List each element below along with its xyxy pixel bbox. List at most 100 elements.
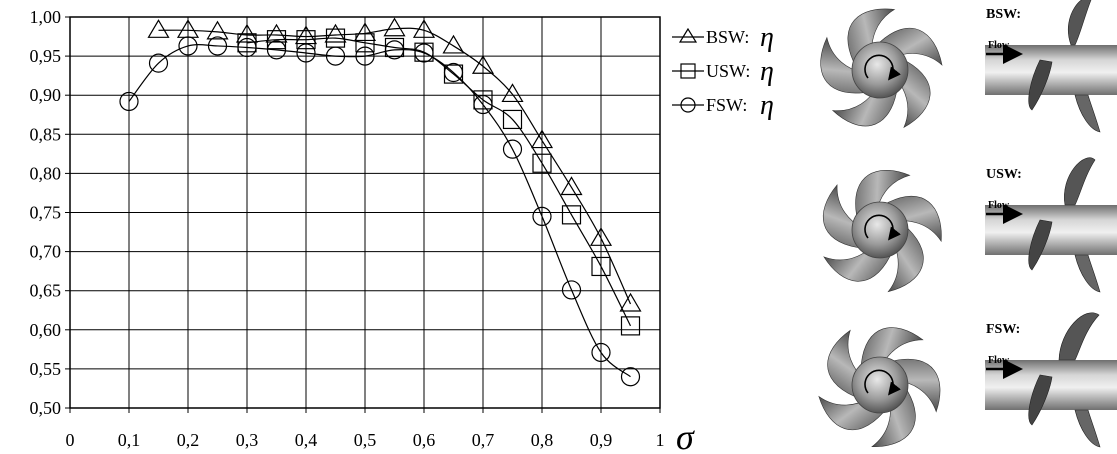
x-axis-label: σ (676, 417, 695, 454)
rotation-arrow-icon (864, 54, 901, 81)
propeller-panel-3: FSW: Flow (818, 312, 1117, 448)
x-tick-label: 0 (66, 430, 75, 450)
x-tick-label: 0,3 (236, 430, 259, 450)
data-point-circle (414, 43, 434, 63)
legend-eta-symbol: η (760, 22, 774, 53)
data-point-square (532, 153, 552, 173)
y-tick-label: 0,60 (30, 320, 62, 340)
x-tick-label: 0,7 (472, 430, 495, 450)
legend-label: FSW: (706, 95, 747, 115)
data-point-square (355, 33, 375, 53)
data-point-square (561, 205, 582, 225)
data-point-circle (296, 43, 316, 63)
data-point-circle (355, 46, 375, 66)
propeller-panel-2: USW: Flow (823, 157, 1117, 293)
data-point-circle (473, 94, 493, 115)
shaft (985, 360, 1117, 410)
data-point-square (591, 256, 611, 277)
propeller-hub (851, 356, 909, 414)
y-tick-label: 0,80 (30, 163, 62, 183)
rotation-arrow-icon (864, 214, 901, 241)
data-point-square (266, 30, 287, 50)
data-point-square (620, 316, 641, 336)
propeller-hub (851, 41, 909, 99)
legend-eta-symbol: η (760, 90, 774, 121)
data-point-triangle (442, 34, 465, 54)
rotation-arrow-icon (864, 369, 901, 396)
data-point-triangle (353, 22, 377, 42)
data-point-triangle (147, 19, 170, 38)
y-tick-label: 0,75 (30, 203, 62, 223)
legend-label: BSW: (706, 27, 749, 47)
propeller-panel-1: BSW: Flow (820, 0, 1117, 133)
data-point-triangle (206, 20, 229, 40)
x-tick-label: 0,4 (295, 430, 318, 450)
propeller-illustrations: BSW: Flow USW: Flow FSW: Flow (818, 0, 1117, 448)
blade-section-middle (1028, 374, 1053, 426)
blade-section-middle (1028, 59, 1053, 111)
flow-label: Flow (988, 200, 1010, 211)
data-point-circle (443, 62, 464, 83)
series-line-square (246, 37, 632, 327)
data-point-triangle (265, 23, 288, 43)
data-point-circle (591, 342, 611, 363)
x-tick-label: 0,8 (531, 430, 554, 450)
data-point-circle (237, 37, 257, 58)
flow-label: Flow (988, 355, 1010, 366)
data-point-square (502, 109, 523, 130)
legend-marker-circle (680, 97, 696, 113)
y-tick-label: 0,65 (30, 281, 62, 301)
data-point-circle (148, 53, 169, 73)
legend-marker-square (680, 63, 696, 79)
data-point-circle (178, 36, 198, 56)
shaft (985, 205, 1117, 255)
flow-label: Flow (988, 40, 1010, 51)
x-tick-label: 0,5 (354, 430, 377, 450)
legend-eta-symbol: η (760, 56, 774, 87)
propeller-hub (851, 201, 909, 259)
series-line-circle (128, 44, 631, 378)
x-tick-label: 0,2 (177, 430, 200, 450)
data-point-triangle (560, 176, 583, 196)
series-line-triangle (158, 27, 632, 305)
blade-section-upper (1068, 0, 1092, 46)
y-tick-label: 0,55 (30, 359, 62, 379)
y-tick-label: 0,95 (30, 46, 62, 66)
x-tick-label: 0,6 (413, 430, 436, 450)
blade-section-upper (1058, 312, 1100, 361)
y-tick-label: 0,50 (30, 398, 62, 418)
data-point-triangle (324, 23, 347, 43)
legend: BSW: η USW: η FSW: η (672, 22, 774, 121)
shaft (985, 45, 1117, 95)
y-tick-label: 1,00 (30, 7, 62, 27)
blade-section-lower (1074, 409, 1101, 448)
blade-section-lower (1074, 254, 1101, 293)
data-point-circle (620, 367, 641, 387)
blade-section-lower (1074, 94, 1101, 133)
legend-marker-triangle (678, 27, 698, 43)
panel-label: BSW: (986, 7, 1021, 22)
data-point-triangle (530, 129, 554, 149)
plot-area (69, 16, 661, 409)
y-tick-label: 0,90 (30, 85, 62, 105)
data-point-square (237, 33, 257, 53)
x-tick-label: 1 (656, 430, 665, 450)
blade-section-upper (1064, 157, 1096, 206)
blade-section-middle (1028, 219, 1053, 271)
y-tick-label: 0,85 (30, 124, 62, 144)
x-tick-label: 0,1 (118, 430, 141, 450)
series-curves (128, 27, 632, 378)
data-point-triangle (619, 292, 642, 312)
data-point-triangle (501, 83, 524, 103)
x-axis-ticks: 0 0,1 0,2 0,3 0,4 0,5 0,6 0,7 0,8 0,9 1 (66, 408, 665, 450)
data-point-circle (384, 40, 405, 60)
data-point-circle (325, 46, 346, 66)
panel-label: USW: (986, 167, 1022, 182)
legend-label: USW: (706, 61, 750, 81)
data-point-square (296, 30, 316, 50)
y-tick-label: 0,70 (30, 242, 62, 262)
data-point-circle (119, 91, 139, 112)
panel-label: FSW: (986, 322, 1020, 337)
data-point-circle (502, 139, 523, 159)
